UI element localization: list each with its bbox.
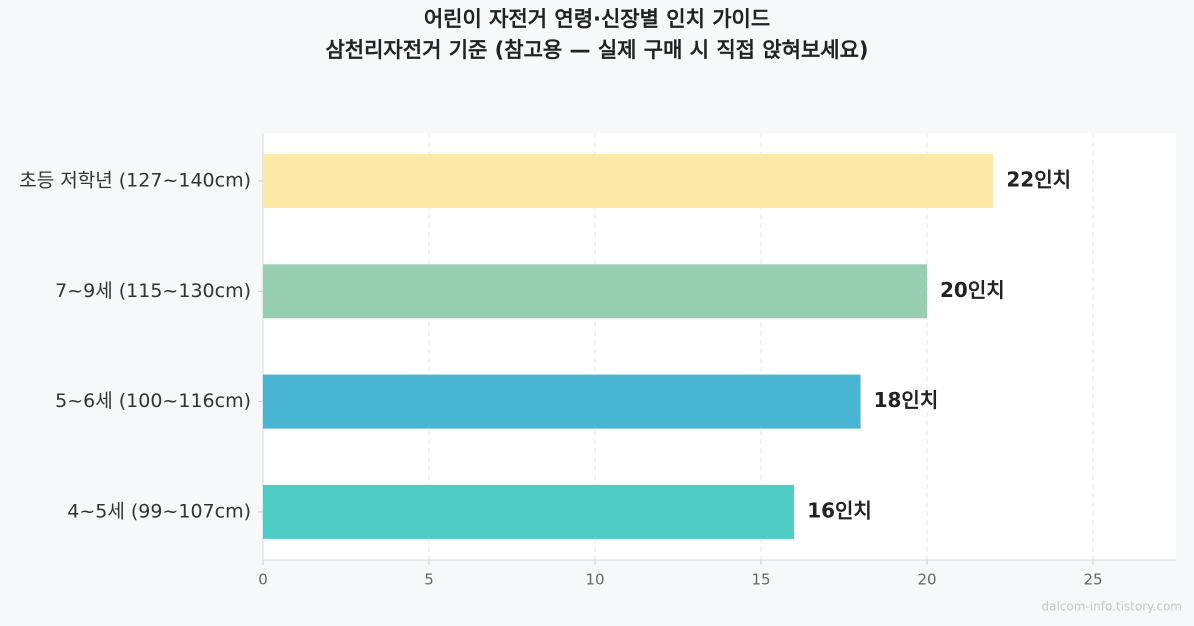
x-tick-label: 20 — [917, 571, 936, 589]
value-label: 22인치 — [1006, 168, 1071, 192]
x-tick-label: 5 — [424, 571, 434, 589]
bar — [263, 264, 927, 319]
y-tick-label: 5~6세 (100~116cm) — [55, 390, 251, 412]
y-tick-label: 4~5세 (99~107cm) — [67, 500, 251, 522]
chart-title: 어린이 자전거 연령·신장별 인치 가이드 — [424, 7, 770, 31]
x-tick-label: 15 — [751, 571, 770, 589]
watermark: dalcom-info.tistory.com — [1042, 600, 1182, 614]
value-label: 16인치 — [807, 498, 872, 522]
x-tick-label: 0 — [258, 571, 268, 589]
y-tick-label: 7~9세 (115~130cm) — [55, 280, 251, 302]
chart-subtitle: 삼천리자전거 기준 (참고용 — 실제 구매 시 직접 앉혀보세요) — [325, 38, 868, 62]
y-tick-label: 초등 저학년 (127~140cm) — [19, 170, 251, 192]
x-tick-label: 25 — [1083, 571, 1102, 589]
value-label: 18인치 — [874, 388, 939, 412]
value-label: 20인치 — [940, 278, 1005, 302]
bar — [263, 154, 994, 208]
x-tick-label: 10 — [585, 571, 604, 589]
bar — [263, 374, 861, 429]
bar — [263, 484, 795, 539]
